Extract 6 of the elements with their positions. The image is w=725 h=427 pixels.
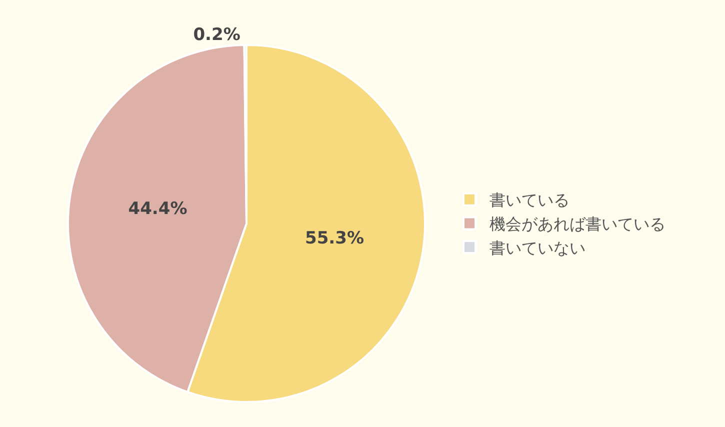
data-label: 55.3% bbox=[305, 228, 364, 248]
data-label: 0.2% bbox=[193, 25, 240, 46]
legend-label: 機会があれば書いている bbox=[490, 214, 666, 234]
data-label: 44.4% bbox=[128, 199, 188, 219]
legend-label: 書いていない bbox=[490, 238, 586, 258]
legend-label: 書いている bbox=[490, 190, 570, 210]
